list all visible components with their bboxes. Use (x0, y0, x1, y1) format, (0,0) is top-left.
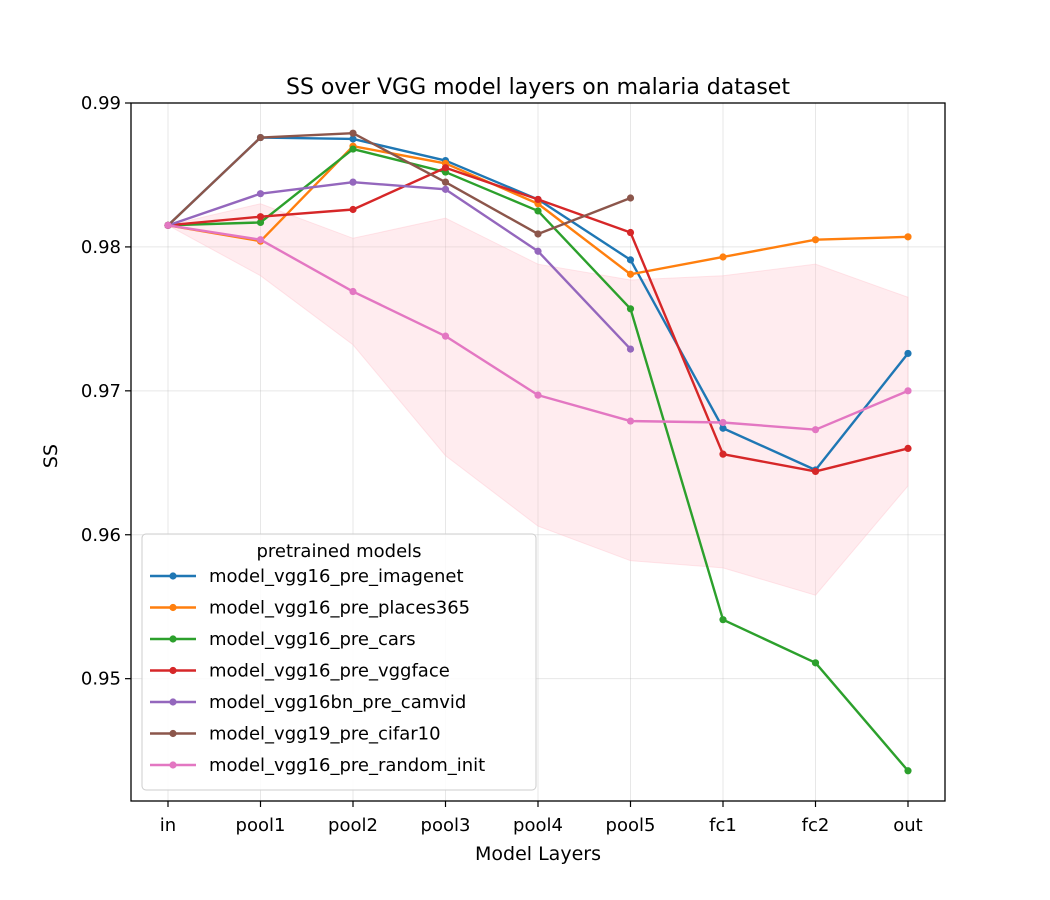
data-point (626, 305, 635, 313)
data-point (534, 195, 542, 204)
legend-label: model_vgg16bn_pre_camvid (209, 692, 466, 713)
legend-marker (169, 572, 177, 580)
data-point (811, 659, 820, 667)
data-point (626, 228, 635, 237)
x-axis-label: Model Layers (475, 843, 601, 865)
x-tick-label: pool5 (606, 815, 656, 836)
series-line (167, 180, 632, 350)
legend-marker (169, 761, 177, 769)
legend-label: model_vgg16_pre_places365 (209, 598, 470, 619)
data-point (441, 185, 450, 193)
data-point (349, 205, 357, 214)
y-axis: 0.95 0.96 0.97 0.98 0.99 (81, 93, 131, 690)
data-point (256, 218, 265, 227)
data-point (349, 145, 357, 153)
data-point (164, 221, 172, 229)
legend-box (141, 533, 537, 791)
data-point (534, 391, 542, 399)
data-point (441, 178, 450, 186)
legend-marker (169, 603, 177, 612)
data-point (534, 230, 542, 238)
y-axis-label: SS (40, 444, 62, 468)
y-tick-label: 0.95 (81, 669, 121, 690)
data-point (811, 467, 820, 476)
legend-item: model_vgg16_pre_cars (150, 629, 416, 650)
data-point (349, 129, 357, 137)
data-point (441, 164, 450, 172)
series-model_vgg16bn_pre_camvid (164, 178, 635, 353)
x-axis: in pool1 pool2 pool3 pool4 pool5 fc1 fc2 out (160, 801, 923, 836)
legend-item: model_vgg16bn_pre_camvid (150, 692, 466, 713)
legend: pretrained models model_vgg16_pre_imagen… (141, 533, 537, 791)
data-point (719, 450, 727, 458)
legend-item: model_vgg19_pre_cifar10 (150, 724, 441, 745)
data-point (626, 194, 635, 202)
x-tick-label: in (160, 815, 176, 836)
legend-item: model_vgg16_pre_imagenet (150, 566, 464, 587)
x-tick-label: fc2 (802, 815, 830, 836)
data-point (904, 349, 912, 358)
data-point (626, 270, 635, 278)
data-point (904, 767, 912, 775)
data-point (441, 332, 450, 340)
x-tick-label: fc1 (709, 815, 737, 836)
x-tick-label: pool1 (236, 815, 286, 836)
y-tick-label: 0.96 (81, 525, 121, 546)
y-tick-label: 0.97 (81, 381, 121, 402)
y-tick-label: 0.99 (81, 93, 121, 114)
x-tick-label: pool3 (421, 815, 471, 836)
legend-label: model_vgg16_pre_vggface (209, 661, 450, 682)
data-point (811, 426, 820, 434)
legend-marker (169, 698, 177, 706)
data-point (256, 190, 265, 198)
series-line (167, 132, 631, 236)
data-point (626, 256, 635, 264)
data-point (349, 178, 357, 186)
legend-label: model_vgg16_pre_imagenet (209, 566, 464, 587)
y-tick-label: 0.98 (81, 237, 121, 258)
legend-marker (169, 666, 177, 675)
legend-title: pretrained models (256, 541, 421, 562)
data-point (349, 287, 357, 296)
series-lines (164, 129, 912, 775)
x-tick-label: pool2 (328, 815, 378, 836)
legend-label: model_vgg16_pre_random_init (209, 755, 485, 776)
x-tick-label: pool4 (513, 815, 563, 836)
data-point (719, 418, 727, 427)
data-point (256, 133, 265, 142)
data-point (626, 345, 635, 353)
legend-item: model_vgg16_pre_random_init (150, 755, 485, 776)
series-model_vgg16_pre_random_init (164, 221, 912, 434)
legend-label: model_vgg19_pre_cifar10 (209, 724, 441, 745)
data-point (904, 387, 912, 395)
data-point (626, 417, 635, 425)
data-point (719, 616, 727, 624)
legend-marker (169, 729, 177, 738)
data-point (534, 247, 542, 255)
data-point (811, 236, 820, 244)
chart-title: SS over VGG model layers on malaria data… (286, 75, 790, 100)
legend-marker (169, 635, 177, 643)
data-point (256, 236, 265, 244)
data-point (534, 207, 542, 215)
data-point (719, 253, 727, 261)
legend-item: model_vgg16_pre_places365 (150, 598, 470, 619)
data-point (904, 444, 912, 453)
data-point (719, 424, 727, 432)
series-model_vgg16_pre_vggface (164, 164, 912, 476)
data-point (256, 213, 265, 221)
x-tick-label: out (893, 815, 922, 836)
data-point (904, 233, 912, 241)
data-point (349, 135, 357, 143)
legend-label: model_vgg16_pre_cars (209, 629, 416, 650)
legend-item: model_vgg16_pre_vggface (150, 661, 450, 682)
